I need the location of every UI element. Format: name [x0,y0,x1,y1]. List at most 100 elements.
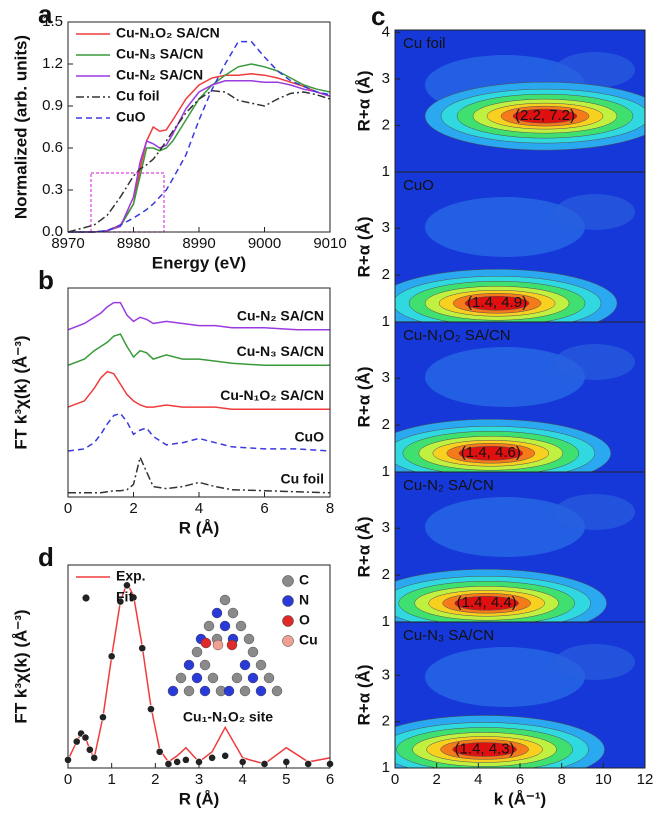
atom [203,620,215,632]
fit-point [138,644,147,653]
fit-point [81,733,90,742]
peak-label: (1.4, 4.9) [467,294,527,311]
atom-swatch [282,635,294,647]
y-tick-label: 2 [382,713,390,730]
atom [239,659,251,671]
y-tick-label: 3 [382,369,390,386]
contour-level [512,108,578,124]
fit-point [221,751,230,760]
panel-title: CuO [403,177,434,194]
fit-point [90,753,99,762]
atom-label: C [299,572,309,588]
series-line [68,40,331,233]
fit-point [173,758,182,766]
fit-point [260,760,269,768]
contour-map [395,472,645,622]
contour-map [395,322,645,472]
y-axis-label: R+α (Å) [354,217,373,278]
atom [199,685,211,697]
atom [247,672,259,684]
fit-point [99,713,107,722]
contour-level [452,742,517,757]
x-tick-label: 2 [432,771,440,788]
atom [255,659,267,671]
map-shade [555,494,635,530]
fit-point [129,593,138,602]
x-tick-label: 6 [326,771,334,788]
series-label: Cu-N₃ SA/CN [237,343,324,359]
series-line [68,63,331,233]
y-axis-label: R+α (Å) [354,71,373,132]
x-tick-label: 6 [260,500,268,517]
panel-title: Cu foil [403,35,446,52]
x-tick-label: 0 [64,771,72,788]
atom [226,639,238,651]
y-axis-label: Normalized (arb. units) [11,35,30,219]
y-axis-label: R+α (Å) [354,367,373,428]
x-axis-label: R (Å) [179,518,220,537]
atom [231,672,243,684]
atom-swatch [282,595,294,607]
series-line [68,73,331,233]
atom [212,639,224,651]
y-tick-label: 0.6 [42,139,63,156]
x-tick-label: 4 [195,500,203,517]
y-tick-label: 1 [382,313,390,330]
x-axis-label: Energy (eV) [152,253,246,272]
y-tick-label: 1 [382,463,390,480]
map-shade [425,347,585,407]
contour-map [395,172,645,322]
fit-point [85,745,94,754]
fit-point [155,747,164,756]
atom [199,659,211,671]
fit-point [164,760,173,768]
atom [243,633,255,645]
legend-label: Cu-N₂ SA/CN [116,67,203,83]
fit-point [116,597,125,606]
legend-label: Cu-N₁O₂ SA/CN [116,25,220,41]
map-shade [555,344,635,380]
x-tick-label: 12 [637,771,654,788]
contour-level [454,596,519,611]
x-tick-label: 9010 [313,235,346,252]
fit-point [72,737,81,746]
series-label: Cu-N₁O₂ SA/CN [220,387,324,403]
fit-point [123,581,131,590]
legend-label: Cu-N₃ SA/CN [116,46,203,62]
map-shade [425,497,585,557]
y-tick-label: 0.3 [42,181,63,198]
peak-label: (1.4, 4.3) [455,740,515,757]
y-tick-label: 0.0 [42,223,63,240]
series-label: Cu-N₂ SA/CN [237,308,324,324]
map-shade [555,52,635,88]
plot-area [67,301,331,494]
map-shade [425,197,585,257]
atom [200,637,212,649]
series-label: CuO [294,429,324,445]
fit-point [107,652,116,661]
contour-level [458,446,524,461]
panel-letter: d [38,542,54,572]
contour-map [395,622,645,768]
series-label: Cu foil [280,471,324,487]
atom-label: Cu [299,632,318,648]
y-axis-label: FT k³χ(k) (Å⁻³) [11,335,30,449]
x-tick-label: 0 [391,771,399,788]
atom-label: N [299,592,309,608]
atom [263,672,275,684]
map-shade [555,194,635,230]
y-tick-label: 1 [382,613,390,630]
fit-point [147,705,155,714]
y-axis-label: R+α (Å) [354,517,373,578]
x-tick-label: 6 [516,771,524,788]
x-tick-label: 8980 [117,235,150,252]
series-line [67,301,330,331]
map-shade [555,644,635,680]
y-tick-label: 2 [382,566,390,583]
y-axis-label: R+α (Å) [354,665,373,726]
atom [207,672,219,684]
atom [271,685,283,697]
structure [167,594,283,697]
plot-area [67,40,331,233]
peak-label: (1.4, 4.6) [461,444,521,461]
